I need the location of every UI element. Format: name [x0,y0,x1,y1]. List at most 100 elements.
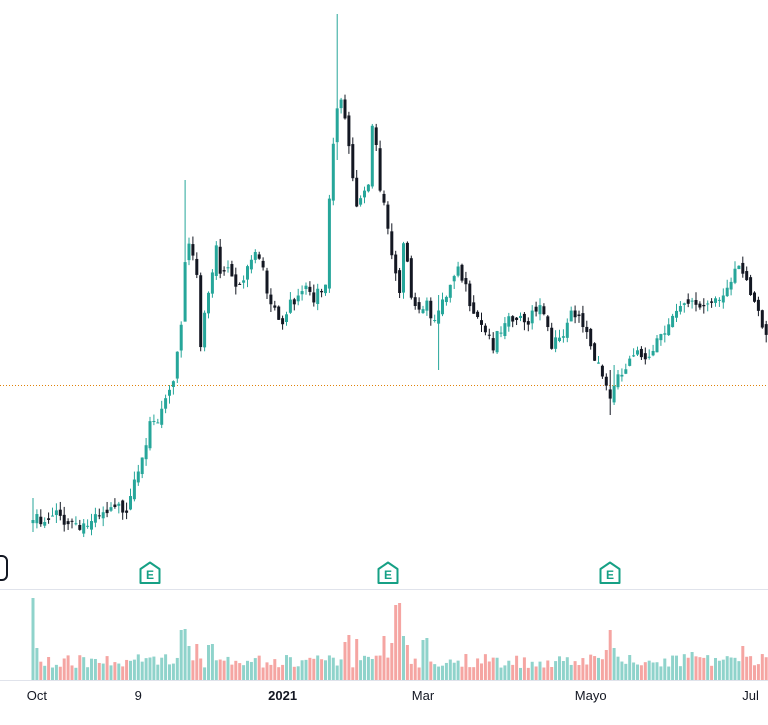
volume-bar [476,658,480,680]
volume-bar [749,656,753,680]
volume-bar [156,664,160,680]
volume-bar [655,662,659,680]
x-tick-label: Oct [26,688,48,703]
candle-body [31,520,35,524]
candle-body [238,283,242,285]
volume-bar [593,656,597,680]
candle-body [97,515,101,517]
volume-bar [164,654,168,680]
volume-bar [468,667,472,680]
candle-body [62,514,66,525]
candle-body [452,276,456,282]
candle-body [277,306,281,320]
volume-bar [760,654,764,680]
candle-body [78,524,82,530]
earnings-marker[interactable]: E [376,561,400,585]
candle-body [74,523,78,525]
candle-body [480,320,483,325]
candle-body [643,353,647,360]
volume-bar [331,657,335,680]
candle-body [331,143,335,201]
volume-bars [31,598,768,680]
candle-body [285,314,288,322]
volume-bar [530,661,534,680]
candle-body [413,297,417,306]
candle-body [425,300,429,311]
candle-body [686,299,690,304]
volume-bar [643,662,647,680]
volume-bar [101,663,105,680]
candle-body [113,504,117,507]
volume-bar [448,659,452,680]
volume-bar [460,666,464,680]
candle-body [144,445,148,460]
candle-body [499,332,503,334]
volume-bar [312,658,316,680]
volume-bar [639,665,643,680]
x-tick-label: Jul [742,688,759,703]
volume-bar [413,658,417,680]
volume-bar [519,667,522,680]
volume-bar [686,657,690,680]
volume-bar [394,605,398,680]
candle-body [160,408,164,425]
volume-bar [320,659,324,680]
candle-body [82,523,86,534]
candle-body [714,298,717,303]
candle-body [230,264,234,277]
candle-body [125,510,129,513]
candle-body [253,251,257,260]
candle-body [171,381,175,388]
candle-body [655,338,659,353]
volume-bar [171,663,175,680]
candle-body [675,310,678,318]
candle-body [417,302,421,310]
volume-bar [632,662,636,680]
earnings-marker[interactable]: E [138,561,162,585]
candle-body [402,243,405,293]
candle-body [51,515,54,517]
volume-bar [292,666,296,680]
volume-bar [538,661,542,680]
volume-bar [261,667,265,680]
volume-bar [121,666,125,680]
candle-body [257,254,261,259]
volume-bar [612,648,616,680]
volume-bar [764,657,768,680]
volume-bar [437,666,441,680]
candle-body [581,313,585,328]
candle-body [538,305,542,315]
volume-bar [74,667,78,680]
candle-body [441,299,444,315]
volume-bar [452,662,456,680]
earnings-label: E [606,568,614,582]
volume-bar [355,639,359,680]
volume-bar [363,655,366,680]
volume-bar [230,664,234,680]
candle-body [491,338,495,351]
volume-bar [109,665,113,680]
volume-bar [90,658,93,680]
candle-body [320,290,324,293]
earnings-marker[interactable]: E [598,561,622,585]
candle-body [378,148,382,191]
candle-body [745,271,749,281]
candle-body [526,321,530,325]
partial-button[interactable] [0,555,8,581]
candle-body [456,266,460,276]
candle-body [43,521,47,526]
candle-body [261,260,265,268]
candle-body [335,108,339,143]
volume-bar [444,662,448,680]
volume-bar [226,656,230,680]
candle-body [214,245,218,276]
volume-bar [729,657,733,680]
candle-body [136,471,140,483]
volume-bar [160,657,164,680]
candle-body [632,355,636,357]
candle-body [390,231,394,256]
candle-body [476,311,480,318]
candle-body [694,300,698,305]
volume-bar [534,666,538,680]
